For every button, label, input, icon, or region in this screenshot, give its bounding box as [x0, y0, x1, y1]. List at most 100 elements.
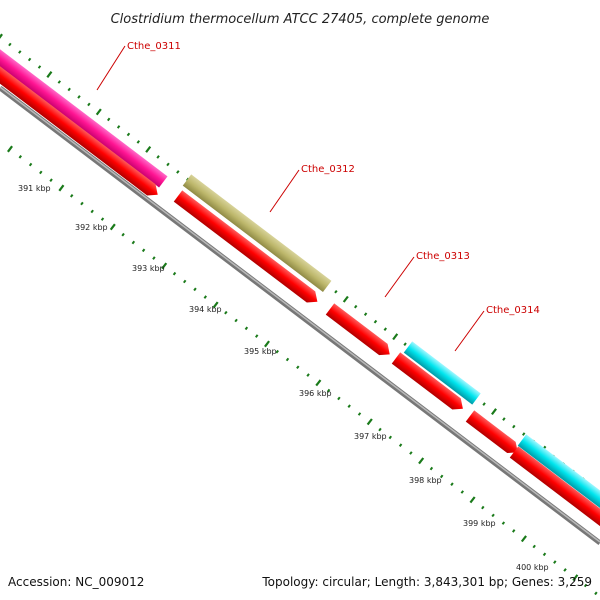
minor-tick: [255, 334, 259, 338]
major-tick: [315, 379, 322, 387]
minor-tick: [70, 194, 74, 198]
major-tick: [366, 418, 373, 426]
minor-tick: [176, 170, 180, 174]
minor-tick: [347, 404, 351, 408]
minor-tick: [107, 117, 111, 122]
scale-label: 394 kbp: [189, 305, 222, 314]
minor-tick: [8, 42, 12, 47]
cds-arrow[interactable]: [509, 446, 600, 538]
major-tick: [109, 223, 116, 231]
scale-label: 395 kbp: [244, 347, 277, 356]
minor-tick: [409, 451, 413, 455]
gene-labels: Cthe_0311 Cthe_0312 Cthe_0313 Cthe_0314: [127, 41, 540, 316]
minor-tick: [357, 412, 362, 416]
gene-label-cthe-0313[interactable]: Cthe_0313: [416, 251, 470, 262]
minor-tick: [373, 319, 378, 324]
minor-tick: [136, 140, 140, 144]
minor-tick: [383, 327, 388, 331]
minor-tick: [334, 289, 338, 294]
minor-tick: [126, 132, 131, 137]
gene-label-cthe-0312[interactable]: Cthe_0312: [301, 164, 355, 175]
minor-tick: [156, 155, 160, 159]
gene-bar-cthe-0315[interactable]: [517, 434, 600, 519]
minor-tick: [90, 209, 94, 214]
minor-tick: [326, 388, 331, 393]
genome-summary-text: Topology: circular; Length: 3,843,301 bp…: [261, 575, 592, 589]
major-tick: [0, 33, 3, 39]
scale-labels: 391 kbp 392 kbp 393 kbp 394 kbp 395 kbp …: [18, 184, 549, 572]
scale-label: 399 kbp: [463, 519, 496, 528]
minor-tick: [583, 583, 588, 588]
minor-tick: [275, 349, 279, 354]
minor-tick: [512, 424, 516, 429]
cds-arrows: [0, 57, 600, 538]
scale-tick-marks: [7, 145, 598, 596]
scale-label: 391 kbp: [18, 184, 51, 193]
major-tick: [145, 145, 152, 153]
gene-bar-cthe-0314[interactable]: [403, 341, 481, 405]
gene-bar-cthe-0312[interactable]: [182, 174, 332, 292]
minor-tick: [594, 591, 598, 596]
minor-tick: [296, 365, 300, 370]
cds-arrow[interactable]: [465, 410, 522, 457]
minor-tick: [77, 95, 81, 99]
genome-backbone: [0, 86, 600, 545]
minor-tick: [18, 155, 22, 159]
cds-arrow[interactable]: [391, 352, 467, 414]
minor-tick: [482, 402, 486, 406]
scale-label: 397 kbp: [354, 432, 387, 441]
minor-tick: [39, 170, 43, 175]
minor-tick: [37, 65, 42, 69]
accession-text: Accession: NC_009012: [8, 575, 144, 589]
minor-tick: [166, 162, 170, 167]
minor-tick: [363, 312, 368, 316]
minor-tick: [429, 466, 434, 471]
minor-tick: [491, 513, 495, 518]
gene-label-cthe-0311[interactable]: Cthe_0311: [127, 41, 181, 52]
cds-arrow[interactable]: [173, 190, 322, 307]
major-tick: [418, 457, 425, 465]
major-tick: [58, 184, 65, 192]
major-tick: [212, 301, 219, 309]
minor-tick: [403, 342, 407, 346]
minor-tick: [234, 318, 238, 323]
minor-tick: [285, 357, 290, 362]
minor-tick: [18, 50, 22, 54]
major-tick: [46, 71, 53, 78]
minor-tick: [244, 326, 249, 331]
minor-tick: [183, 279, 187, 284]
minor-tick: [337, 396, 341, 401]
gene-features: [0, 40, 600, 519]
major-tick: [161, 262, 168, 270]
minor-tick: [49, 178, 53, 182]
minor-tick: [27, 57, 32, 62]
minor-tick: [501, 521, 506, 525]
minor-tick: [131, 240, 136, 245]
minor-tick: [224, 310, 228, 315]
minor-tick: [542, 552, 547, 557]
minor-tick: [511, 529, 516, 533]
major-tick: [392, 333, 399, 341]
minor-tick: [563, 568, 567, 572]
minor-tick: [388, 435, 393, 440]
minor-tick: [141, 248, 146, 253]
minor-tick: [67, 87, 71, 92]
minor-tick: [87, 102, 91, 107]
minor-tick: [152, 256, 156, 260]
minor-tick: [532, 544, 536, 549]
scale-label: 396 kbp: [299, 389, 332, 398]
minor-tick: [439, 474, 444, 479]
scale-label: 392 kbp: [75, 223, 108, 232]
minor-tick: [450, 482, 454, 486]
gene-bar-cthe-0311[interactable]: [0, 40, 168, 188]
minor-tick: [353, 304, 358, 309]
cds-arrow[interactable]: [0, 57, 162, 200]
minor-tick: [306, 373, 310, 377]
cds-arrow[interactable]: [325, 303, 394, 359]
major-tick: [95, 108, 102, 116]
gene-label-leaders: [96, 45, 485, 352]
map-title: Clostridium thermocellum ATCC 27405, com…: [111, 12, 490, 27]
gene-label-cthe-0314[interactable]: Cthe_0314: [486, 305, 540, 316]
minor-tick: [28, 162, 33, 167]
